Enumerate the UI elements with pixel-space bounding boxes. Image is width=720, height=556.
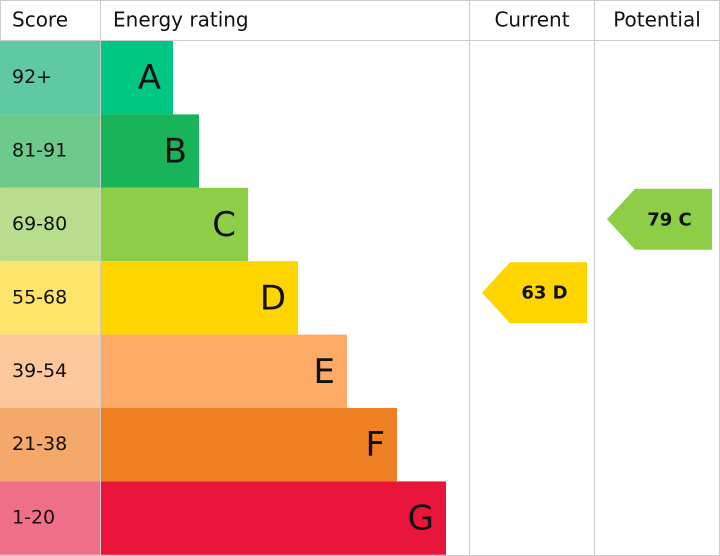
header-score: Score xyxy=(12,8,68,32)
rating-letter: A xyxy=(138,58,161,98)
header-rating: Energy rating xyxy=(113,8,249,32)
rating-letter: C xyxy=(212,205,236,245)
rating-bar xyxy=(101,41,173,115)
current-arrow xyxy=(482,262,587,324)
score-cell xyxy=(0,408,100,482)
rating-bar xyxy=(101,114,199,188)
rating-letter: B xyxy=(164,132,187,172)
header-potential: Potential xyxy=(613,8,701,32)
score-label: 21-38 xyxy=(12,433,67,455)
score-cell xyxy=(0,114,100,188)
potential-arrow xyxy=(607,188,712,250)
rating-bar xyxy=(101,408,397,482)
rating-letter: G xyxy=(408,499,434,539)
score-cell xyxy=(0,261,100,335)
score-label: 69-80 xyxy=(12,213,67,235)
rating-letter: E xyxy=(314,352,335,392)
potential-label: 79 C xyxy=(647,209,692,230)
rating-bar xyxy=(101,481,446,555)
rating-letter: F xyxy=(365,425,385,465)
current-label: 63 D xyxy=(521,283,567,304)
score-cell xyxy=(0,187,100,262)
score-label: 39-54 xyxy=(12,360,67,382)
score-label: 1-20 xyxy=(12,507,55,529)
score-label: 92+ xyxy=(12,66,52,88)
rating-bar xyxy=(101,334,347,408)
score-cell xyxy=(0,334,100,408)
score-cell xyxy=(0,481,100,555)
rating-bar xyxy=(101,187,248,262)
score-cell xyxy=(0,41,100,115)
rating-bar xyxy=(101,261,298,335)
rating-letter: D xyxy=(260,278,286,318)
score-label: 55-68 xyxy=(12,286,67,308)
score-label: 81-91 xyxy=(12,140,67,162)
header-current: Current xyxy=(494,8,569,32)
